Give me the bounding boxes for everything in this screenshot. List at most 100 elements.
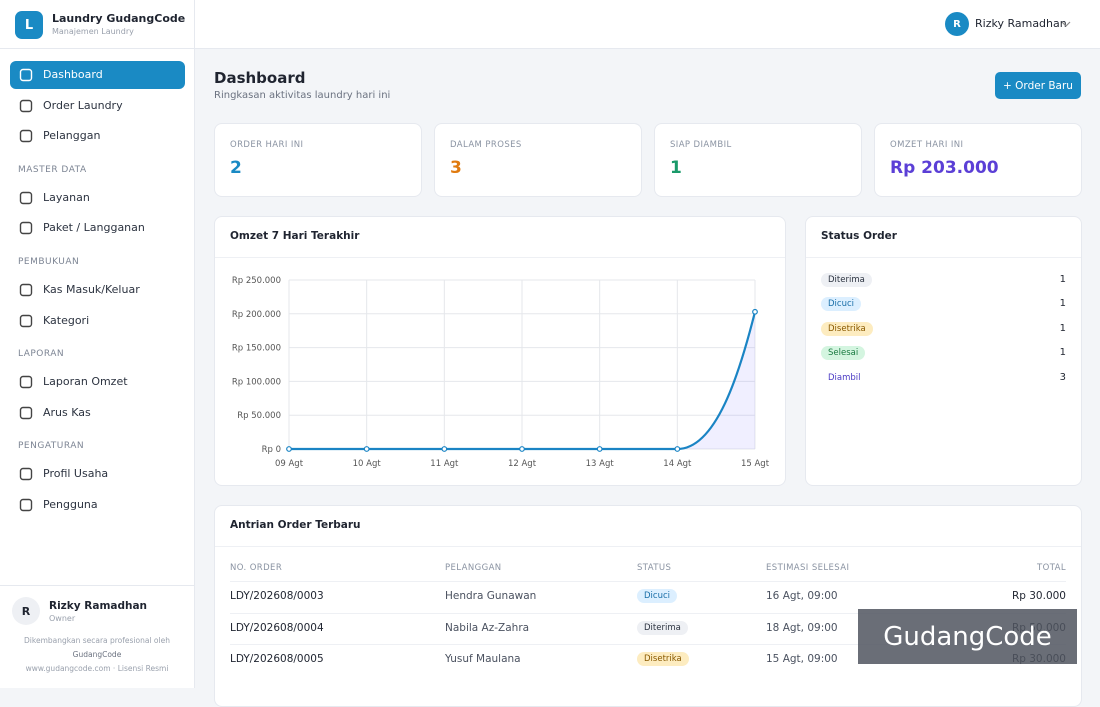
avatar[interactable]: R: [945, 12, 969, 36]
cell: LDY/202608/0005: [230, 653, 324, 665]
topbar: R Rizky Ramadhan: [195, 0, 1100, 49]
x-tick-label: 11 Agt: [430, 459, 459, 469]
divider: [0, 48, 194, 49]
menu-icon: [19, 129, 33, 143]
section-title: MASTER DATA: [18, 164, 87, 175]
point: [752, 308, 758, 315]
status-count: 1: [1059, 347, 1066, 359]
stat-value: 3: [450, 158, 462, 178]
status-badge: Diambil: [821, 370, 868, 385]
menu-item[interactable]: Pelanggan: [43, 129, 101, 143]
x-tick-label: 12 Agt: [508, 459, 537, 469]
stat-card: ORDER HARI INI 2: [214, 123, 422, 197]
y-tick-label: Rp 200.000: [232, 310, 281, 320]
chevron: [1061, 21, 1071, 27]
status-count: 1: [1059, 322, 1066, 334]
section-title: PEMBUKUAN: [18, 257, 80, 267]
status-badge: Dicuci: [821, 297, 862, 312]
topbar-user[interactable]: Rizky Ramadhan: [975, 17, 1067, 30]
column-header: TOTAL: [1037, 563, 1066, 573]
icon-shape: [19, 191, 33, 204]
y-tick-label: Rp 50.000: [237, 411, 281, 421]
menu-icon: [19, 375, 33, 389]
status-title: Status Order: [821, 230, 897, 242]
watermark: GudangCode: [858, 609, 1077, 664]
cell: 15 Agt, 09:00: [766, 653, 838, 665]
menu-icon: [19, 406, 33, 419]
menu-item[interactable]: Pengguna: [43, 498, 98, 511]
cell: Yusuf Maulana: [445, 653, 521, 665]
menu-item[interactable]: Kas Masuk/Keluar: [43, 283, 140, 296]
row-divider: [230, 612, 1066, 614]
point: [363, 446, 370, 452]
menu-item[interactable]: Dashboard: [43, 68, 103, 81]
icon-shape: [19, 68, 33, 82]
y-tick-label: Rp 150.000: [232, 344, 281, 354]
menu-icon: [19, 314, 33, 327]
brand: Laundry GudangCode: [52, 12, 186, 25]
icon-shape: [19, 314, 33, 327]
status-badge: Dicuci: [637, 589, 678, 603]
stat-value: 1: [670, 158, 682, 178]
point: [441, 446, 448, 452]
status-badge: Diterima: [637, 620, 688, 635]
stat-label: DALAM PROSES: [450, 140, 522, 150]
point: [519, 446, 525, 452]
logo: L: [15, 11, 43, 39]
x-tick-label: 10 Agt: [353, 459, 382, 469]
cell: 18 Agt, 09:00: [766, 621, 838, 634]
tagline: Manajemen Laundry: [52, 27, 134, 36]
status-count: 1: [1059, 298, 1066, 310]
section-title: LAPORAN: [18, 349, 65, 360]
divider: [806, 257, 1081, 258]
stat-card: SIAP DIAMBIL 1: [654, 123, 862, 197]
divider: [215, 257, 785, 258]
x-tick-label: 13 Agt: [586, 459, 615, 469]
icon-shape: [19, 283, 33, 297]
column-header: ESTIMASI SELESAI: [766, 563, 850, 573]
cell: Rp 30.000: [1011, 590, 1066, 602]
page-title: Dashboard: [214, 69, 306, 87]
status-count: 3: [1059, 371, 1066, 383]
add-order-button[interactable]: + Order Baru: [995, 72, 1081, 99]
menu-item[interactable]: Layanan: [43, 190, 90, 204]
point: [674, 446, 681, 452]
chart-card: Omzet 7 Hari Terakhir Rp 0 Rp 50.000 Rp 100…: [214, 216, 786, 486]
menu-item[interactable]: Paket / Langganan: [43, 221, 145, 235]
chart: Rp 0 Rp 50.000 Rp 100.000 Rp 150.000 Rp 200.…: [232, 276, 770, 469]
menu-item[interactable]: Kategori: [43, 313, 90, 327]
y-tick-label: Rp 100.000: [232, 377, 281, 387]
menu-item[interactable]: Order Laundry: [43, 98, 123, 112]
table-title: Antrian Order Terbaru: [230, 519, 361, 531]
menu-icon: [19, 498, 33, 512]
icon-shape: [19, 222, 33, 235]
icon-shape: [19, 406, 33, 419]
menu-icon: [19, 468, 33, 481]
menu-icon: [19, 283, 33, 297]
user-name: Rizky Ramadhan: [49, 600, 148, 612]
icon-shape: [19, 375, 33, 389]
point: [596, 446, 603, 452]
divider: [215, 546, 1081, 547]
status-badge: Disetrika: [637, 652, 689, 666]
status-count: 1: [1059, 274, 1066, 285]
footer-text: www.gudangcode.com · Lisensi Resmi: [25, 664, 169, 673]
menu-icon: [19, 68, 33, 82]
stat-label: SIAP DIAMBIL: [670, 140, 732, 150]
menu-item[interactable]: Profil Usaha: [43, 467, 109, 481]
cell: Nabila Az-Zahra: [445, 621, 530, 634]
cell: LDY/202608/0004: [230, 621, 324, 634]
chart-title: Omzet 7 Hari Terakhir: [230, 230, 360, 242]
icon-shape: [19, 129, 33, 143]
menu-active[interactable]: [10, 61, 185, 89]
menu-item[interactable]: Laporan Omzet: [43, 375, 128, 389]
row-divider: [230, 581, 1066, 582]
menu-item[interactable]: Arus Kas: [43, 405, 91, 419]
footer-text: GudangCode: [72, 650, 122, 659]
column-header: PELANGGAN: [445, 563, 502, 573]
x-tick-label: 14 Agt: [663, 459, 692, 469]
stat-card: OMZET HARI INI Rp 203.000: [874, 123, 1082, 197]
y-tick-label: Rp 250.000: [232, 276, 281, 286]
status-badge: Diterima: [821, 273, 872, 287]
